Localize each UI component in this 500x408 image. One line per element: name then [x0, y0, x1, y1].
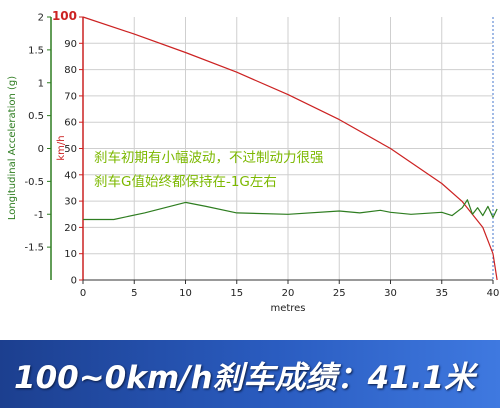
- right-tick-label-7: 30: [64, 197, 77, 208]
- x-tick-label-8: 40: [487, 288, 500, 299]
- x-axis-label: metres: [270, 303, 305, 314]
- right-tick-label-0: 100: [52, 9, 77, 23]
- banner-text: 100~0km/h刹车成绩：41.1米: [14, 360, 476, 396]
- series-lines: [82, 16, 498, 281]
- right-tick-label-9: 10: [64, 249, 77, 260]
- annotation-line-1: 刹车初期有小幅波动，不过制动力很强: [94, 149, 324, 166]
- x-tick-label-2: 10: [179, 288, 192, 299]
- right-axis-label: km/h: [56, 135, 67, 160]
- left-tick-label-4: 0: [38, 144, 44, 155]
- x-tick-label-1: 5: [131, 288, 137, 299]
- result-banner: 100~0km/h刹车成绩：41.1米: [0, 340, 500, 408]
- x-tick-label-5: 25: [333, 288, 346, 299]
- x-tick-label-7: 35: [435, 288, 448, 299]
- left-tick-label-3: 0.5: [28, 111, 44, 122]
- right-tick-label-10: 0: [71, 276, 77, 287]
- x-tick-label-3: 15: [230, 288, 243, 299]
- left-tick-label-5: -0.5: [24, 177, 44, 188]
- braking-chart: 21.510.50-0.5-1-1.5 10090807060504030201…: [7, 9, 500, 314]
- left-tick-label-1: 1.5: [28, 45, 44, 56]
- right-tick-label-4: 60: [64, 118, 77, 129]
- x-axis-ticks: 0 5 10 15 20 25 30 35 40: [80, 280, 500, 299]
- left-tick-label-7: -1.5: [24, 243, 44, 254]
- right-tick-label-8: 20: [64, 223, 77, 234]
- left-axis-label: Longitudinal Acceleration (g): [7, 76, 18, 220]
- speed-series-line: [82, 16, 498, 281]
- right-tick-label-6: 40: [64, 170, 77, 181]
- right-tick-label-1: 90: [64, 39, 77, 50]
- left-tick-label-6: -1: [34, 210, 44, 221]
- left-tick-label-2: 1: [38, 78, 44, 89]
- x-tick-label-4: 20: [282, 288, 295, 299]
- left-axis-ticks: 2 1.5 1 0.5 0 -0.5 -1 -1.5: [24, 13, 51, 254]
- x-tick-label-0: 0: [80, 288, 86, 299]
- x-tick-label-6: 30: [384, 288, 397, 299]
- acceleration-series-line: [83, 199, 498, 221]
- right-tick-label-5: 50: [64, 144, 77, 155]
- left-tick-label-0: 2: [38, 13, 44, 24]
- right-tick-label-2: 80: [64, 65, 77, 76]
- right-tick-label-3: 70: [64, 91, 77, 102]
- annotation-line-2: 刹车G值始终都保持在-1G左右: [94, 173, 277, 190]
